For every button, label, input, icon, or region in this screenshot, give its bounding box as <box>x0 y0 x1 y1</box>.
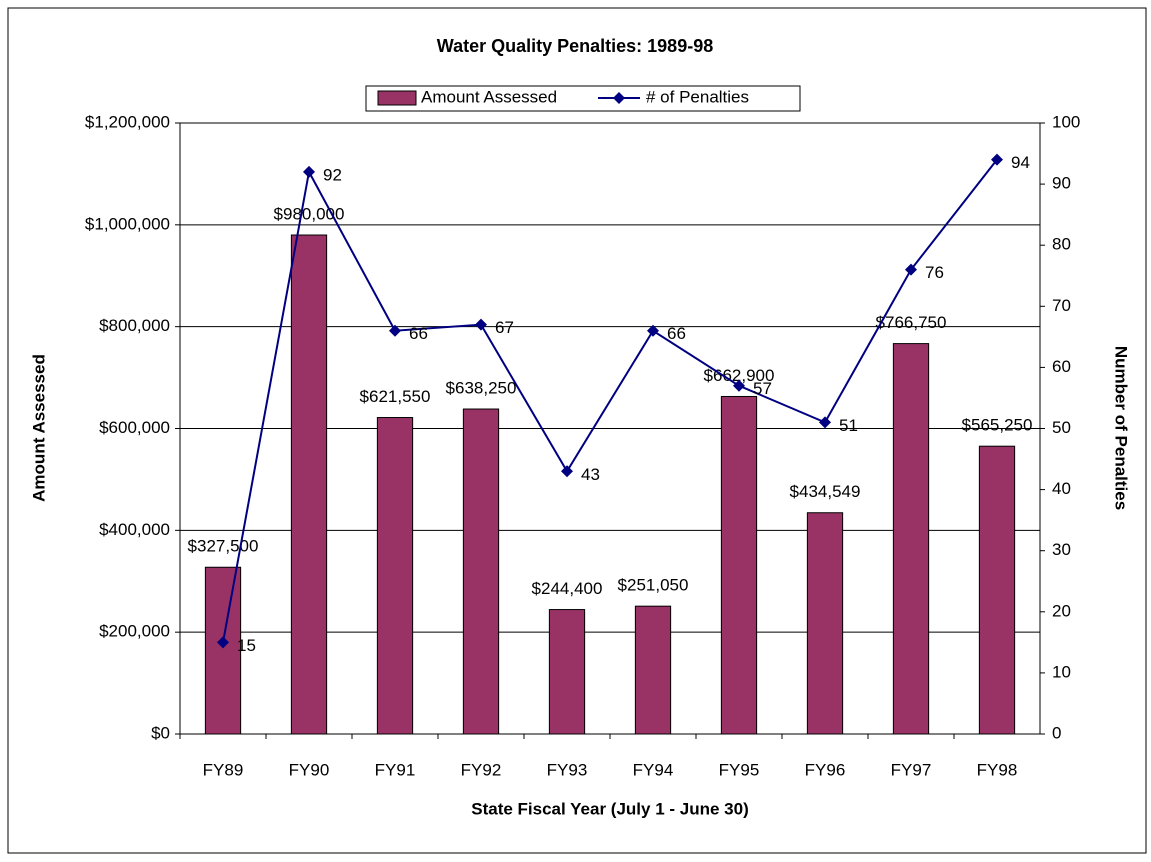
y-tick-label: $400,000 <box>99 520 170 539</box>
x-tick-label: FY96 <box>805 760 846 779</box>
x-axis-label: State Fiscal Year (July 1 - June 30) <box>471 799 749 818</box>
legend-label: # of Penalties <box>646 87 749 106</box>
data-label: $251,050 <box>618 576 689 595</box>
data-label: 57 <box>753 379 772 398</box>
bar <box>720 395 758 735</box>
chart-title: Water Quality Penalties: 1989-98 <box>437 36 713 56</box>
y-tick-label: $800,000 <box>99 316 170 335</box>
data-label: $327,500 <box>188 537 259 556</box>
x-tick-label: FY94 <box>633 760 674 779</box>
y2-axis-label: Number of Penalties <box>1112 346 1131 510</box>
y2-tick-label: 30 <box>1052 540 1071 559</box>
bar <box>634 605 672 735</box>
data-label: 15 <box>237 636 256 655</box>
y2-tick-label: 10 <box>1052 662 1071 681</box>
y-tick-label: $0 <box>151 723 170 742</box>
line-marker <box>991 153 1003 166</box>
legend-label: Amount Assessed <box>421 87 557 106</box>
data-label: 43 <box>581 465 600 484</box>
bar <box>806 512 844 735</box>
line-marker <box>905 263 917 276</box>
legend-marker <box>613 92 625 104</box>
x-tick-label: FY98 <box>977 760 1018 779</box>
line-marker <box>647 324 659 337</box>
x-tick-label: FY97 <box>891 760 932 779</box>
data-label: 66 <box>409 324 428 343</box>
y2-tick-label: 100 <box>1052 112 1080 131</box>
bar <box>376 417 414 735</box>
x-tick-label: FY90 <box>289 760 330 779</box>
bar <box>892 343 930 735</box>
legend-box <box>365 85 801 112</box>
y2-tick-label: 90 <box>1052 174 1071 193</box>
data-label: 66 <box>667 324 686 343</box>
bar <box>462 408 500 735</box>
data-label: $638,250 <box>446 379 517 398</box>
y-tick-label: $600,000 <box>99 418 170 437</box>
data-label: 94 <box>1011 153 1030 172</box>
y2-tick-label: 20 <box>1052 601 1071 620</box>
line-marker <box>389 324 401 337</box>
bar <box>204 566 242 735</box>
x-tick-label: FY89 <box>203 760 244 779</box>
data-label: 76 <box>925 263 944 282</box>
data-label: 92 <box>323 165 342 184</box>
line-marker <box>561 465 573 478</box>
data-label: $565,250 <box>962 416 1033 435</box>
data-label: $766,750 <box>876 313 947 332</box>
y2-tick-label: 70 <box>1052 296 1071 315</box>
y-tick-label: $1,200,000 <box>85 112 170 131</box>
x-tick-label: FY91 <box>375 760 416 779</box>
x-tick-label: FY95 <box>719 760 760 779</box>
y2-tick-label: 60 <box>1052 357 1071 376</box>
data-label: 51 <box>839 416 858 435</box>
y2-tick-label: 80 <box>1052 235 1071 254</box>
data-label: $244,400 <box>532 579 603 598</box>
data-label: $434,549 <box>790 482 861 501</box>
bar <box>548 609 586 735</box>
y-tick-label: $1,000,000 <box>85 214 170 233</box>
line-marker <box>819 416 831 429</box>
line-marker <box>303 165 315 178</box>
line-marker <box>475 318 487 331</box>
y2-tick-label: 50 <box>1052 418 1071 437</box>
y2-tick-label: 40 <box>1052 479 1071 498</box>
y-axis-label: Amount Assessed <box>29 354 48 502</box>
data-label: $662,900 <box>704 366 775 385</box>
line-marker <box>217 636 229 649</box>
data-label: $980,000 <box>274 205 345 224</box>
line <box>222 159 998 643</box>
x-tick-label: FY92 <box>461 760 502 779</box>
bar <box>290 234 328 735</box>
data-label: 67 <box>495 318 514 337</box>
y-tick-label: $200,000 <box>99 622 170 641</box>
x-tick-label: FY93 <box>547 760 588 779</box>
y2-tick-label: 0 <box>1052 723 1061 742</box>
data-label: $621,550 <box>360 387 431 406</box>
bar <box>978 445 1016 735</box>
line-marker <box>733 379 745 392</box>
legend-swatch <box>377 90 417 106</box>
